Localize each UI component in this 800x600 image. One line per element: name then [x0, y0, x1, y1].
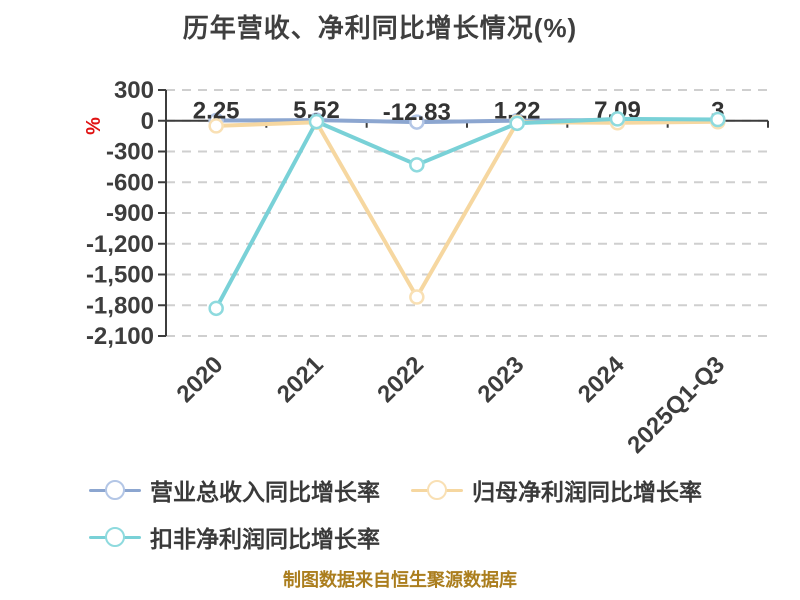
data-point[interactable] [409, 114, 425, 130]
legend-marker-icon [89, 525, 141, 549]
y-axis-tick-label: -1,500 [86, 262, 154, 289]
legend-label: 归母净利润同比增长率 [472, 479, 702, 505]
data-point[interactable] [409, 157, 425, 173]
data-point[interactable] [609, 111, 626, 127]
legend-item-0[interactable]: 营业总收入同比增长率 [89, 478, 380, 505]
x-axis-label: 2020 [172, 351, 229, 408]
x-axis-label: 2023 [473, 351, 530, 408]
y-axis-name: % [83, 117, 105, 135]
x-axis-label: 2025Q1-Q3 [622, 351, 730, 459]
chart-title: 历年营收、净利同比增长情况(%) [182, 13, 578, 43]
y-axis-tick-label: -600 [106, 169, 154, 196]
legend-label: 营业总收入同比增长率 [150, 479, 380, 505]
data-point[interactable] [409, 289, 425, 305]
x-axis-label: 2022 [372, 351, 429, 408]
chart-canvas: 300 0 -300 -600 -900 -1,200 -1,500 -1,800 -2,100… [83, 77, 769, 459]
series-line-2 [214, 116, 720, 311]
legend-marker-icon [411, 478, 463, 502]
data-source-caption: 制图数据来自恒生聚源数据库 [283, 570, 517, 590]
legend-marker-icon [89, 478, 141, 502]
legend-item-1[interactable]: 归母净利润同比增长率 [411, 478, 702, 505]
legend-item-2[interactable]: 扣非净利润同比增长率 [89, 525, 380, 552]
legend-label: 扣非净利润同比增长率 [150, 526, 380, 552]
y-axis-tick-label: -2,100 [86, 323, 154, 350]
y-axis-tick-label: 300 [114, 77, 154, 104]
y-axis-tick-label: -1,800 [86, 292, 154, 319]
series-line-1 [214, 119, 720, 300]
x-axis-label: 2021 [272, 351, 329, 408]
x-axis-label: 2024 [573, 351, 630, 408]
y-axis-tick-label: 0 [141, 108, 154, 135]
y-axis-tick-label: -900 [106, 200, 154, 227]
y-axis-tick-label: -1,200 [86, 231, 154, 258]
data-point[interactable] [208, 118, 224, 134]
data-point[interactable] [208, 300, 224, 317]
data-label: -12.83 [383, 99, 451, 126]
y-axis-tick-label: -300 [106, 139, 154, 166]
chart-legend: 营业总收入同比增长率 归母净利润同比增长率扣非净利润同比增长率 [0, 0, 800, 552]
data-point[interactable] [710, 111, 726, 128]
data-point[interactable] [509, 115, 525, 132]
data-point[interactable] [308, 113, 325, 130]
